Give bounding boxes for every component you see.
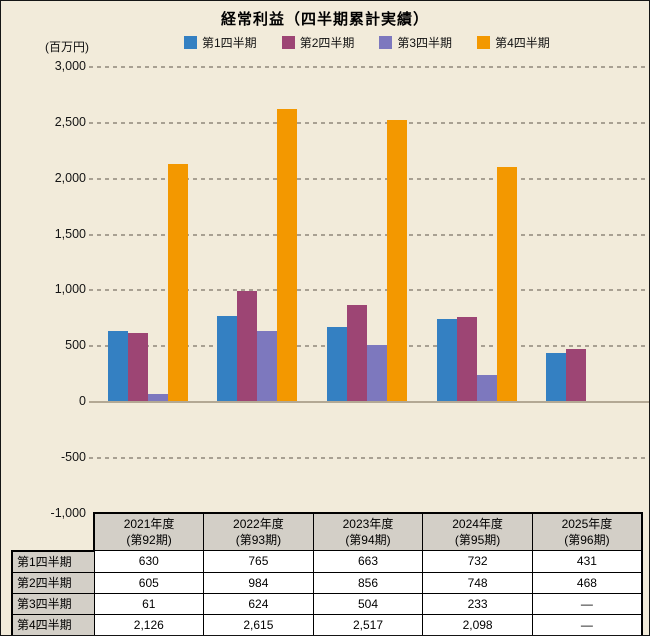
legend-item-label: 第4四半期 <box>495 36 550 50</box>
table-cell: 61 <box>93 592 205 615</box>
table-cell: 233 <box>422 592 533 615</box>
table-cell: 630 <box>93 550 205 573</box>
bar-2021-q4 <box>168 164 188 401</box>
table-cell: 605 <box>93 571 205 594</box>
y-axis-tick-label: 1,500 <box>54 226 86 241</box>
table-header-year: 2024年度 <box>452 516 503 531</box>
legend-item-q3: 第3四半期 <box>379 34 452 51</box>
table-cell: 2,517 <box>312 613 424 635</box>
table-header-cell: 2024年度 (第95期) <box>422 512 533 551</box>
plot-area <box>89 66 649 512</box>
table-row-label: 第2四半期 <box>11 571 95 594</box>
bar-2024-q1 <box>437 319 457 401</box>
bar-2025-q1 <box>546 353 566 401</box>
gridline <box>89 457 649 459</box>
table-cell: 856 <box>312 571 424 594</box>
table-cell: 624 <box>203 592 314 615</box>
legend-swatch-q4 <box>477 36 491 49</box>
table-header-year: 2023年度 <box>342 516 394 531</box>
table-row-label: 第3四半期 <box>11 592 95 615</box>
bar-2024-q4 <box>497 167 517 401</box>
bar-2022-q2 <box>237 291 257 401</box>
gridline <box>89 178 649 180</box>
table-head: 2021年度 (第92期) 2022年度 (第93期) 2023年度 (第94期) 2024… <box>12 512 643 551</box>
table-row: 第2四半期 605 984 856 748 468 <box>11 571 643 594</box>
table-cell: 504 <box>312 592 424 615</box>
bar-2024-q3 <box>477 375 497 401</box>
legend-item-q4: 第4四半期 <box>477 34 550 51</box>
table-header-term: (第94期) <box>345 533 391 547</box>
data-table: 2021年度 (第92期) 2022年度 (第93期) 2023年度 (第94期) 2024… <box>11 512 643 635</box>
table-header-term: (第96期) <box>564 533 610 547</box>
table-cell: 732 <box>422 550 533 573</box>
table-header-term: (第93期) <box>235 533 282 547</box>
table-header-year: 2022年度 <box>233 516 284 531</box>
table-row: 第4四半期 2,126 2,615 2,517 2,098— <box>11 613 643 635</box>
bar-2023-q3 <box>367 345 387 401</box>
page-title: 経常利益（四半期累計実績） <box>220 11 429 28</box>
legend: 第1四半期 第2四半期 第3四半期 第4四半期 <box>184 34 550 51</box>
table-header-term: (第95期) <box>454 533 501 547</box>
bar-2022-q1 <box>217 316 237 401</box>
bar-2023-q4 <box>387 120 407 401</box>
bar-2025-q2 <box>566 349 586 401</box>
table-header-year: 2025年度 <box>561 516 613 531</box>
table-cell: 468 <box>531 571 643 594</box>
bar-2021-q1 <box>108 331 128 401</box>
bar-2022-q4 <box>277 109 297 401</box>
legend-item-label: 第1四半期 <box>202 36 257 50</box>
legend-item-q2: 第2四半期 <box>281 34 355 51</box>
bar-2022-q3 <box>257 331 277 401</box>
table-cell: 2,126 <box>93 613 205 635</box>
bar-2021-q2 <box>128 333 148 401</box>
y-axis-labels: 3,000 2,500 2,000 1,500 1,000 500 0 -500 -1,000 <box>1 1 86 635</box>
table-header-cell: 2022年度 (第93期) <box>203 512 314 551</box>
table-cell: 748 <box>422 571 533 594</box>
table-header-cell: 2021年度 (第92期) <box>93 512 205 551</box>
table-body: 第1四半期 630 765 663 732 431 第2四半期 605 984 856 748 468… <box>11 549 643 635</box>
table-header-year: 2021年度 <box>123 516 175 531</box>
y-axis-tick-label: -1,000 <box>50 505 86 520</box>
legend-swatch-q2 <box>281 36 295 49</box>
y-axis-tick-label: 2,500 <box>54 114 86 129</box>
table-cell: 765 <box>203 550 314 573</box>
table-row-label: 第1四半期 <box>11 549 95 573</box>
gridline <box>89 234 649 236</box>
y-axis-tick-label: 500 <box>65 338 86 353</box>
y-axis-tick-label: 2,000 <box>54 170 86 185</box>
y-axis-tick-label: 3,000 <box>54 59 86 73</box>
table-cell: 2,098 <box>422 613 533 635</box>
y-axis-tick-label: -500 <box>60 449 86 464</box>
table-row: 第3四半期 61 624 504 233— <box>11 592 643 615</box>
gridline <box>89 122 649 124</box>
bar-2023-q1 <box>327 327 347 401</box>
gridline <box>89 66 649 68</box>
bar-2021-q3 <box>148 394 168 401</box>
table-cell: 431 <box>531 550 643 573</box>
gridline <box>89 289 649 291</box>
legend-item-label: 第2四半期 <box>299 36 355 50</box>
table-cell: 2,615 <box>203 613 314 635</box>
zero-axis-line <box>89 401 649 403</box>
table-corner-cell <box>12 513 94 551</box>
y-axis-tick-label: 0 <box>79 394 86 408</box>
legend-item-label: 第3四半期 <box>397 36 453 50</box>
unit-label: (百万円) <box>45 40 89 54</box>
table-row: 第1四半期 630 765 663 732 431 <box>11 549 643 573</box>
table-cell: 663 <box>312 550 424 573</box>
legend-swatch-q3 <box>379 36 393 49</box>
table-cell: 984 <box>203 571 314 594</box>
bar-2023-q2 <box>347 305 367 401</box>
legend-swatch-q1 <box>184 36 197 49</box>
table-cell: — <box>531 613 643 635</box>
table-header-cell: 2023年度 (第94期) <box>312 512 424 551</box>
table-header-cell: 2025年度 (第96期) <box>531 512 643 551</box>
bar-2024-q2 <box>457 317 477 401</box>
legend-item-q1: 第1四半期 <box>184 34 257 51</box>
y-axis-tick-label: 1,000 <box>54 282 86 297</box>
table-header-term: (第92期) <box>126 533 172 547</box>
table-cell: — <box>531 592 643 615</box>
table-row-label: 第4四半期 <box>11 613 95 635</box>
